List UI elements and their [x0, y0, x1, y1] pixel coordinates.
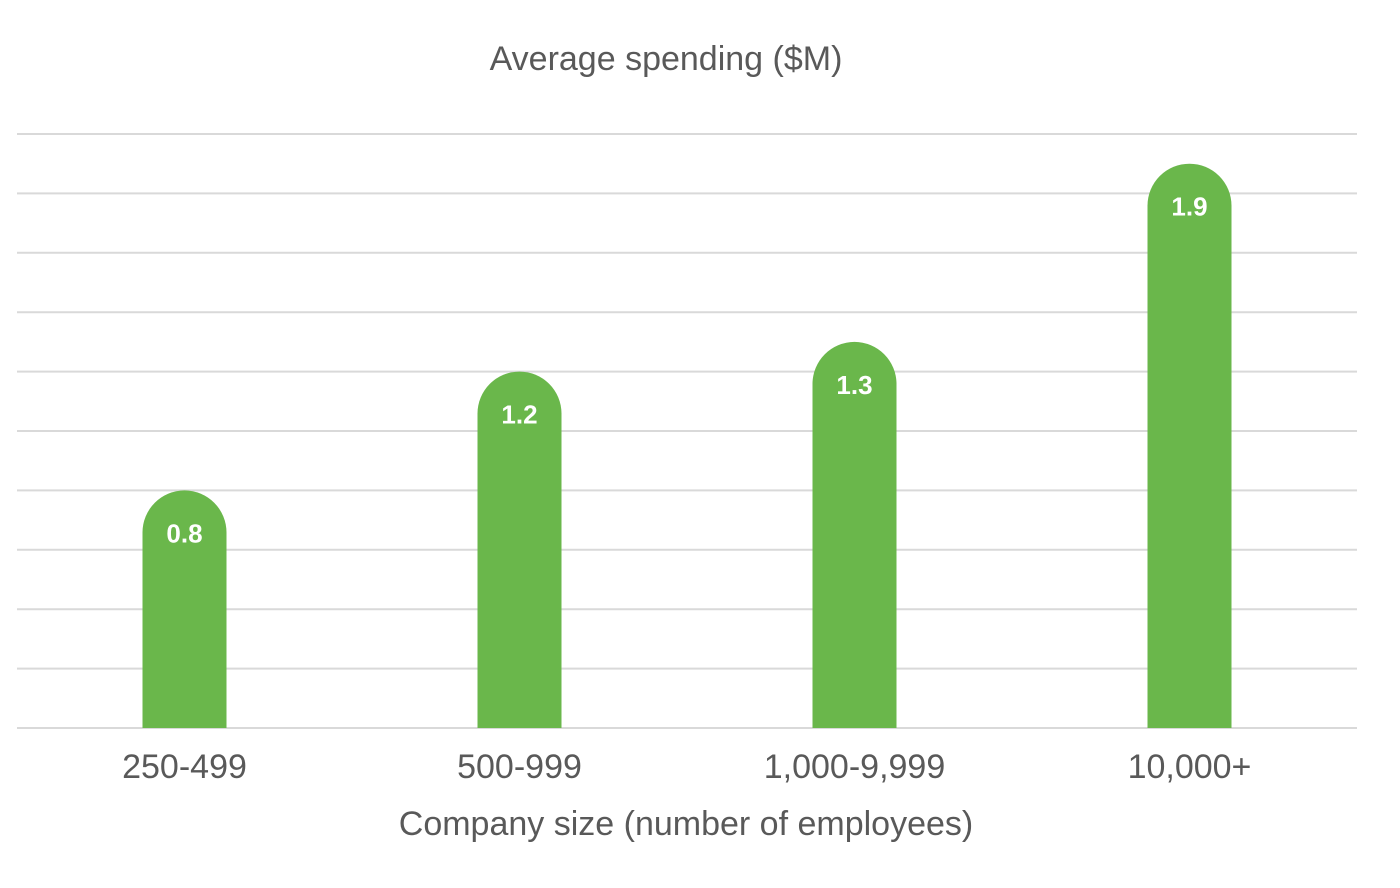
- bar-4: [1147, 163, 1232, 728]
- x-tick-label-1: 250-499: [122, 748, 247, 786]
- data-label-3: 1.3: [836, 370, 872, 400]
- x-tick-label-4: 10,000+: [1128, 748, 1252, 786]
- x-tick-label-3: 1,000-9,999: [764, 748, 946, 786]
- chart-title: Average spending ($M): [490, 40, 843, 78]
- x-tick-label-2: 500-999: [457, 748, 582, 786]
- data-labels: 0.8 1.2 1.3 1.9: [166, 192, 1207, 549]
- bar-2: [477, 371, 562, 728]
- data-label-2: 1.2: [501, 400, 537, 430]
- x-tick-labels: 250-499 500-999 1,000-9,999 10,000+: [122, 748, 1251, 786]
- data-label-4: 1.9: [1171, 192, 1207, 222]
- x-axis-label: Company size (number of employees): [399, 805, 973, 843]
- bar-3: [812, 341, 897, 728]
- bar-1: [142, 490, 227, 728]
- bars: [142, 163, 1232, 728]
- data-label-1: 0.8: [166, 518, 202, 548]
- gridlines: [17, 133, 1357, 729]
